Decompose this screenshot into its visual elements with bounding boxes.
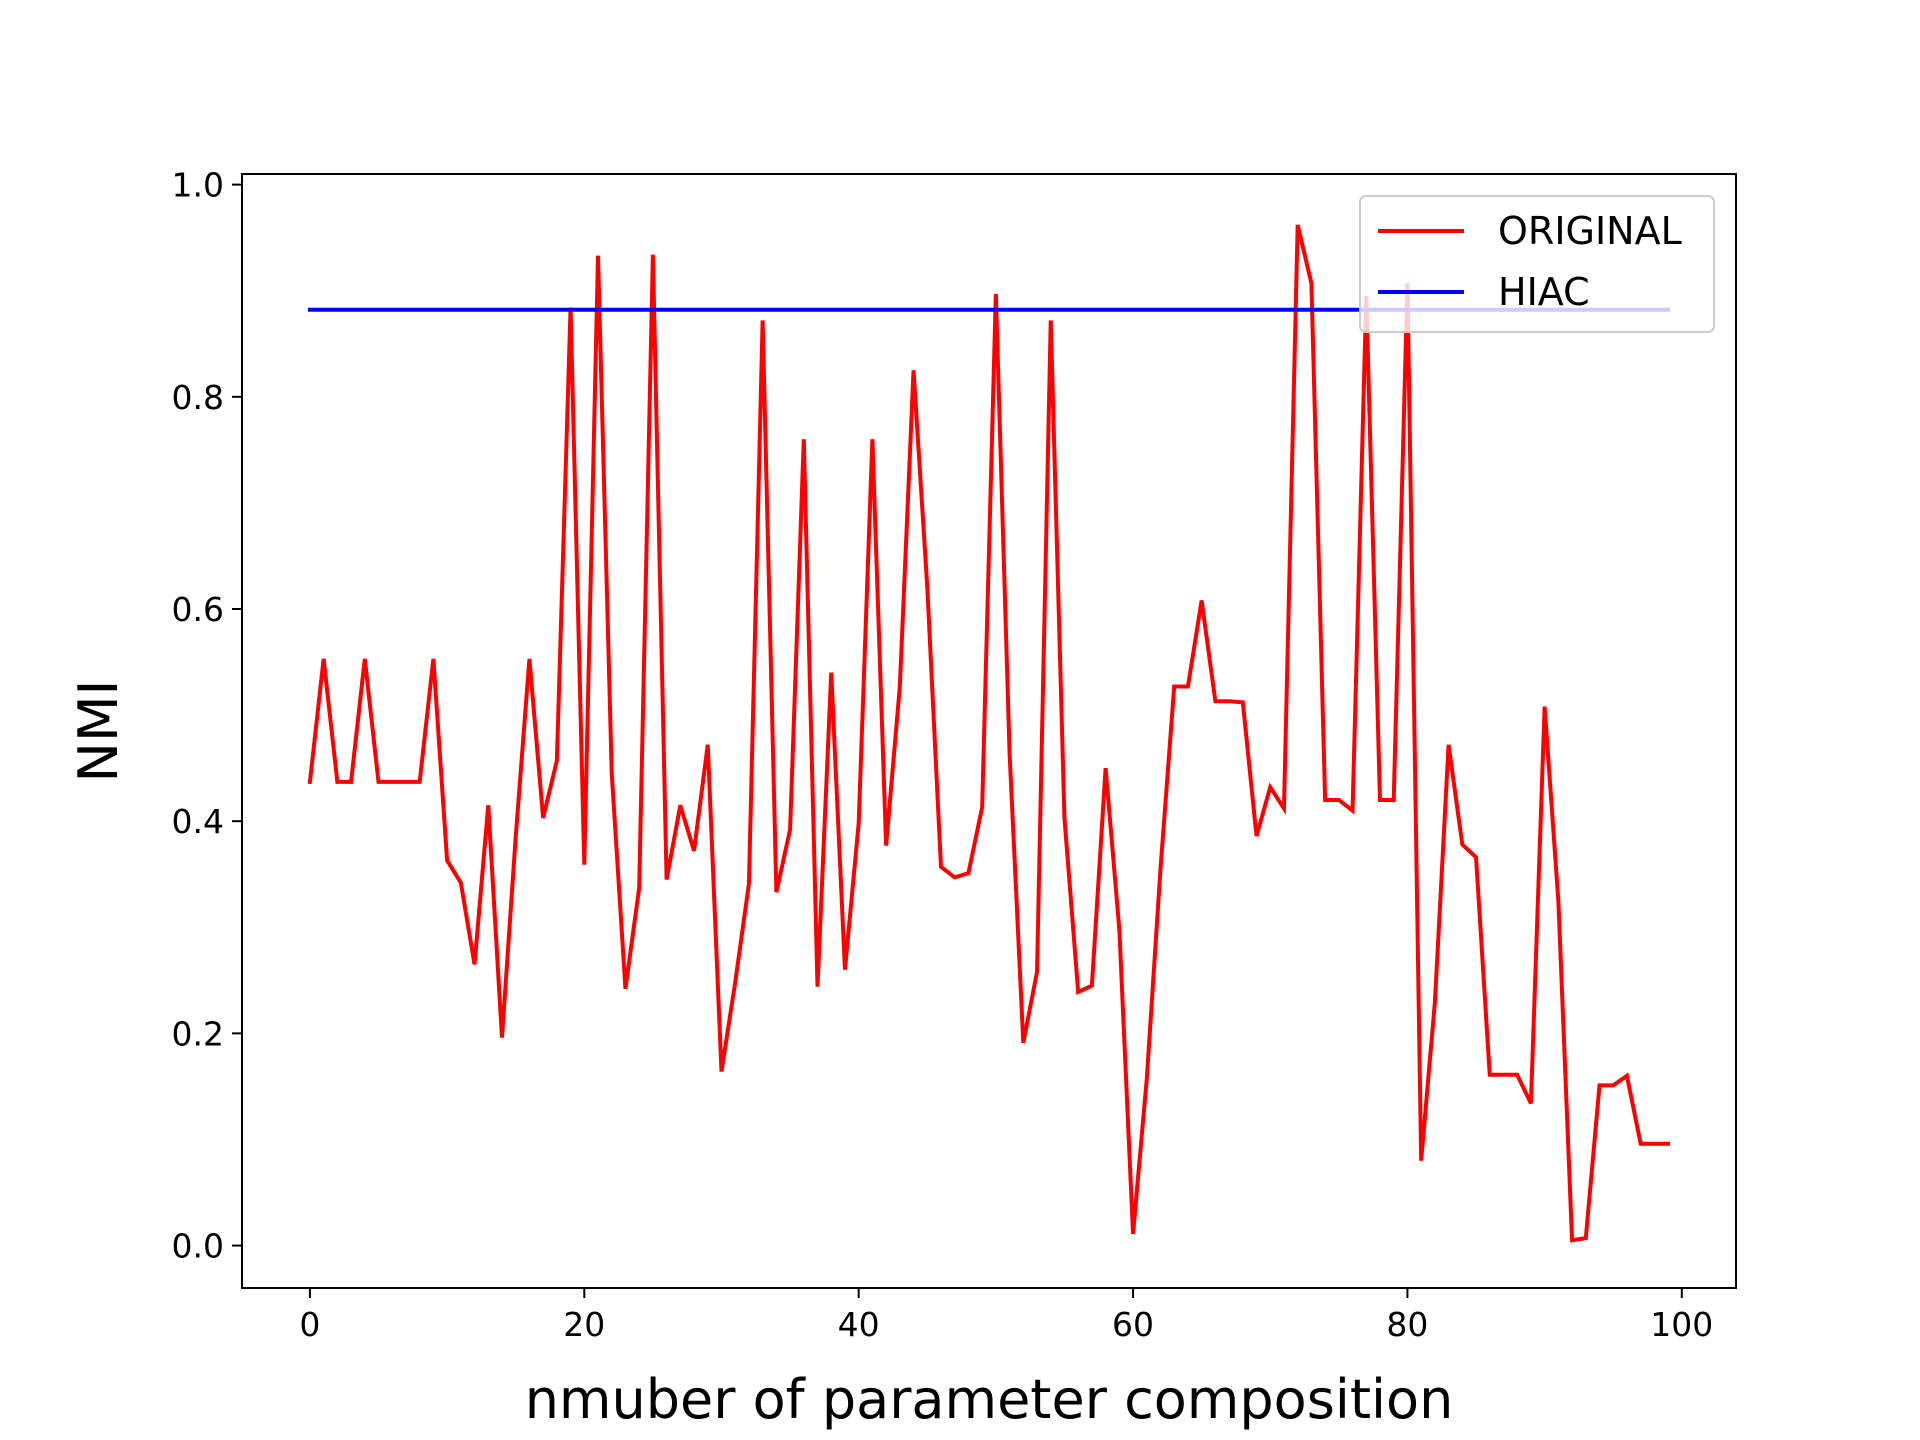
x-tick-label: 100 <box>1650 1305 1713 1344</box>
x-axis-ticks: 0 20 40 60 80 100 <box>299 1288 1713 1344</box>
x-axis-label: nmuber of parameter composition <box>525 1368 1454 1431</box>
legend-label-original: ORIGINAL <box>1498 209 1682 253</box>
x-tick-label: 60 <box>1112 1305 1154 1344</box>
plot-area <box>242 174 1736 1288</box>
y-tick-label: 0.8 <box>172 378 224 417</box>
y-tick-label: 0.4 <box>172 802 224 841</box>
legend: ORIGINAL HIAC <box>1359 195 1715 333</box>
series-line-original <box>307 224 1671 1243</box>
x-tick-label: 0 <box>299 1305 320 1344</box>
legend-label-hiac: HIAC <box>1498 270 1590 314</box>
y-axis-ticks: 0.0 0.2 0.4 0.6 0.8 1.0 <box>172 166 242 1266</box>
x-tick-label: 40 <box>838 1305 880 1344</box>
axes-frame <box>241 173 1737 1289</box>
y-tick-label: 0.0 <box>172 1227 224 1266</box>
y-axis-label: NMI <box>67 680 130 783</box>
y-tick-label: 0.2 <box>172 1014 224 1053</box>
x-tick-label: 20 <box>563 1305 605 1344</box>
y-tick-label: 0.6 <box>172 590 224 629</box>
x-tick-label: 80 <box>1386 1305 1428 1344</box>
axes-background <box>242 174 1736 1288</box>
y-tick-label: 1.0 <box>172 166 224 205</box>
